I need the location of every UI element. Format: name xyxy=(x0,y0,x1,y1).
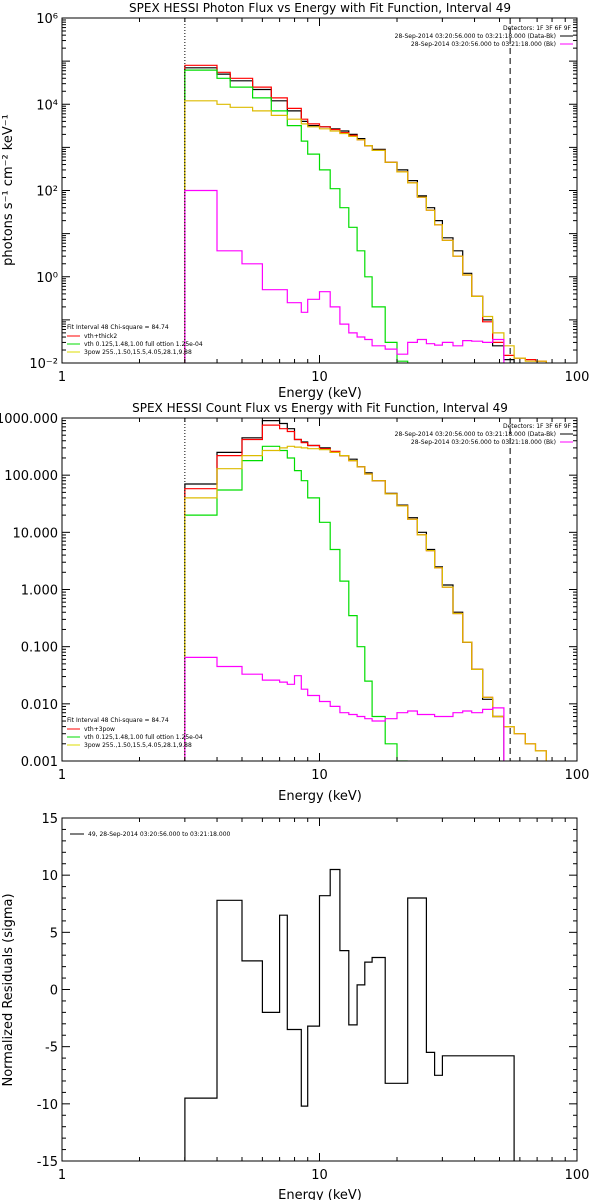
count-flux-panel: SPEX HESSI Count Flux vs Energy with Fit… xyxy=(0,401,589,804)
count-flux-ticks: 1 10 100 0.001 0.010 0.100 1.000 10.000 100.000 1… xyxy=(0,412,589,783)
photon-flux-ticks: 1 10 100 10⁻² 10⁰ 10² 10⁴ 10⁶ xyxy=(29,12,589,385)
residuals-series-residuals xyxy=(184,868,515,1161)
count-flux-ytick-label: 100.000 xyxy=(4,469,58,484)
count-flux-legend-left: Fit Interval 48 Chi-square = 84.74 vth+3… xyxy=(67,717,203,749)
photon-flux-legend-header: Fit Interval 48 Chi-square = 84.74 xyxy=(67,324,169,331)
photon-flux-series-data_minus_bk xyxy=(184,67,515,363)
photon-flux-ytick-label: 10² xyxy=(36,185,58,200)
count-flux-ytick-label: 10.000 xyxy=(13,526,59,541)
photon-flux-ytick-label: 10⁶ xyxy=(36,12,58,27)
photon-flux-legend-right-label-2: 28-Sep-2014 03:20:56.000 to 03:21:18.000… xyxy=(411,41,556,48)
photon-flux-series-layer xyxy=(184,64,547,363)
photon-flux-ytick-label: 10⁻² xyxy=(29,357,58,372)
residuals-series-layer xyxy=(184,868,515,1161)
count-flux-series-vth xyxy=(184,445,408,761)
count-flux-legend-label-1: vth+3pow xyxy=(84,726,115,733)
count-flux-legend-header: Fit Interval 48 Chi-square = 84.74 xyxy=(67,717,169,724)
count-flux-legend-right: Detectors: 1F 3F 6F 9F 28-Sep-2014 03:20… xyxy=(395,423,573,446)
residuals-panel: 1 10 100 -15 -10 -5 0 5 10 15 Energy (keV) Normal… xyxy=(1,812,589,1200)
count-flux-xtick-label: 10 xyxy=(311,768,328,783)
count-flux-ytick-label: 0.001 xyxy=(21,755,58,770)
residuals-ytick-label: -10 xyxy=(37,1098,58,1113)
photon-flux-panel: SPEX HESSI Photon Flux vs Energy with Fi… xyxy=(1,1,589,401)
count-flux-legend-right-label-2: 28-Sep-2014 03:20:56.000 to 03:21:18.000… xyxy=(411,439,556,446)
residuals-legend-label: 49, 28-Sep-2014 03:20:56.000 to 03:21:18… xyxy=(88,831,231,838)
residuals-ylabel: Normalized Residuals (sigma) xyxy=(1,893,16,1086)
photon-flux-legend-left: Fit Interval 48 Chi-square = 84.74 vth+t… xyxy=(67,324,203,356)
residuals-ytick-label: 10 xyxy=(41,869,58,884)
photon-flux-legend-label-2: vth 0.125,1.48,1.00 full ottion 1.25e-04 xyxy=(84,341,203,348)
residuals-ytick-label: -15 xyxy=(37,1155,58,1170)
count-flux-legend-right-label-1: 28-Sep-2014 03:20:56.000 to 03:21:18.000… xyxy=(395,431,556,438)
count-flux-legend-label-2: vth 0.125,1.48,1.00 full ottion 1.25e-04 xyxy=(84,734,203,741)
count-flux-detectors: Detectors: 1F 3F 6F 9F xyxy=(503,423,572,430)
residuals-xtick-label: 1 xyxy=(58,1168,66,1183)
residuals-ytick-label: 5 xyxy=(50,926,58,941)
photon-flux-xtick-label: 100 xyxy=(565,370,590,385)
count-flux-xtick-label: 100 xyxy=(565,768,590,783)
count-flux-series-background xyxy=(184,656,505,761)
photon-flux-title: SPEX HESSI Photon Flux vs Energy with Fi… xyxy=(129,1,511,15)
count-flux-ytick-label: 1000.000 xyxy=(0,412,58,427)
photon-flux-legend-label-3: 3pow 255.,1.50,15.5,4.05,28.1,9.88 xyxy=(84,349,192,356)
photon-flux-xlabel: Energy (keV) xyxy=(278,386,362,401)
photon-flux-ytick-label: 10⁴ xyxy=(36,98,58,113)
count-flux-frame xyxy=(61,417,578,762)
residuals-xtick-label: 10 xyxy=(311,1168,328,1183)
photon-flux-series-vth xyxy=(184,69,409,363)
photon-flux-series-3pow xyxy=(184,100,547,363)
residuals-ytick-label: 0 xyxy=(50,984,58,999)
photon-flux-series-background xyxy=(184,189,505,363)
residuals-ticks: 1 10 100 -15 -10 -5 0 5 10 15 xyxy=(37,812,590,1183)
count-flux-ytick-label: 1.000 xyxy=(21,584,58,599)
count-flux-series-data_minus_bk xyxy=(184,420,505,761)
photon-flux-ytick-label: 10⁰ xyxy=(36,271,58,286)
count-flux-title: SPEX HESSI Count Flux vs Energy with Fit… xyxy=(132,401,508,415)
photon-flux-frame xyxy=(61,17,578,364)
photon-flux-legend-right-label-1: 28-Sep-2014 03:20:56.000 to 03:21:18.000… xyxy=(395,33,556,40)
photon-flux-legend-right: Detectors: 1F 3F 6F 9F 28-Sep-2014 03:20… xyxy=(395,25,573,48)
count-flux-series-3pow xyxy=(184,445,547,761)
count-flux-ytick-label: 0.100 xyxy=(21,641,58,656)
photon-flux-detectors: Detectors: 1F 3F 6F 9F xyxy=(503,25,572,32)
photon-flux-ylabel: photons s⁻¹ cm⁻² keV⁻¹ xyxy=(1,114,16,266)
photon-flux-vlines xyxy=(184,18,511,363)
count-flux-xtick-label: 1 xyxy=(58,768,66,783)
residuals-ytick-label: 15 xyxy=(41,812,58,827)
photon-flux-xtick-label: 10 xyxy=(311,370,328,385)
residuals-ytick-label: -5 xyxy=(45,1041,58,1056)
count-flux-legend-label-3: 3pow 255.,1.50,15.5,4.05,28.1,9.88 xyxy=(84,742,192,749)
residuals-xtick-label: 100 xyxy=(565,1168,590,1183)
residuals-legend: 49, 28-Sep-2014 03:20:56.000 to 03:21:18… xyxy=(70,831,231,838)
count-flux-xlabel: Energy (keV) xyxy=(278,789,362,804)
photon-flux-legend-label-1: vth+thick2 xyxy=(84,333,117,340)
residuals-xlabel: Energy (keV) xyxy=(278,1188,362,1200)
count-flux-series-layer xyxy=(184,420,547,761)
count-flux-vlines xyxy=(184,418,511,761)
count-flux-ytick-label: 0.010 xyxy=(21,698,58,713)
photon-flux-xtick-label: 1 xyxy=(58,370,66,385)
